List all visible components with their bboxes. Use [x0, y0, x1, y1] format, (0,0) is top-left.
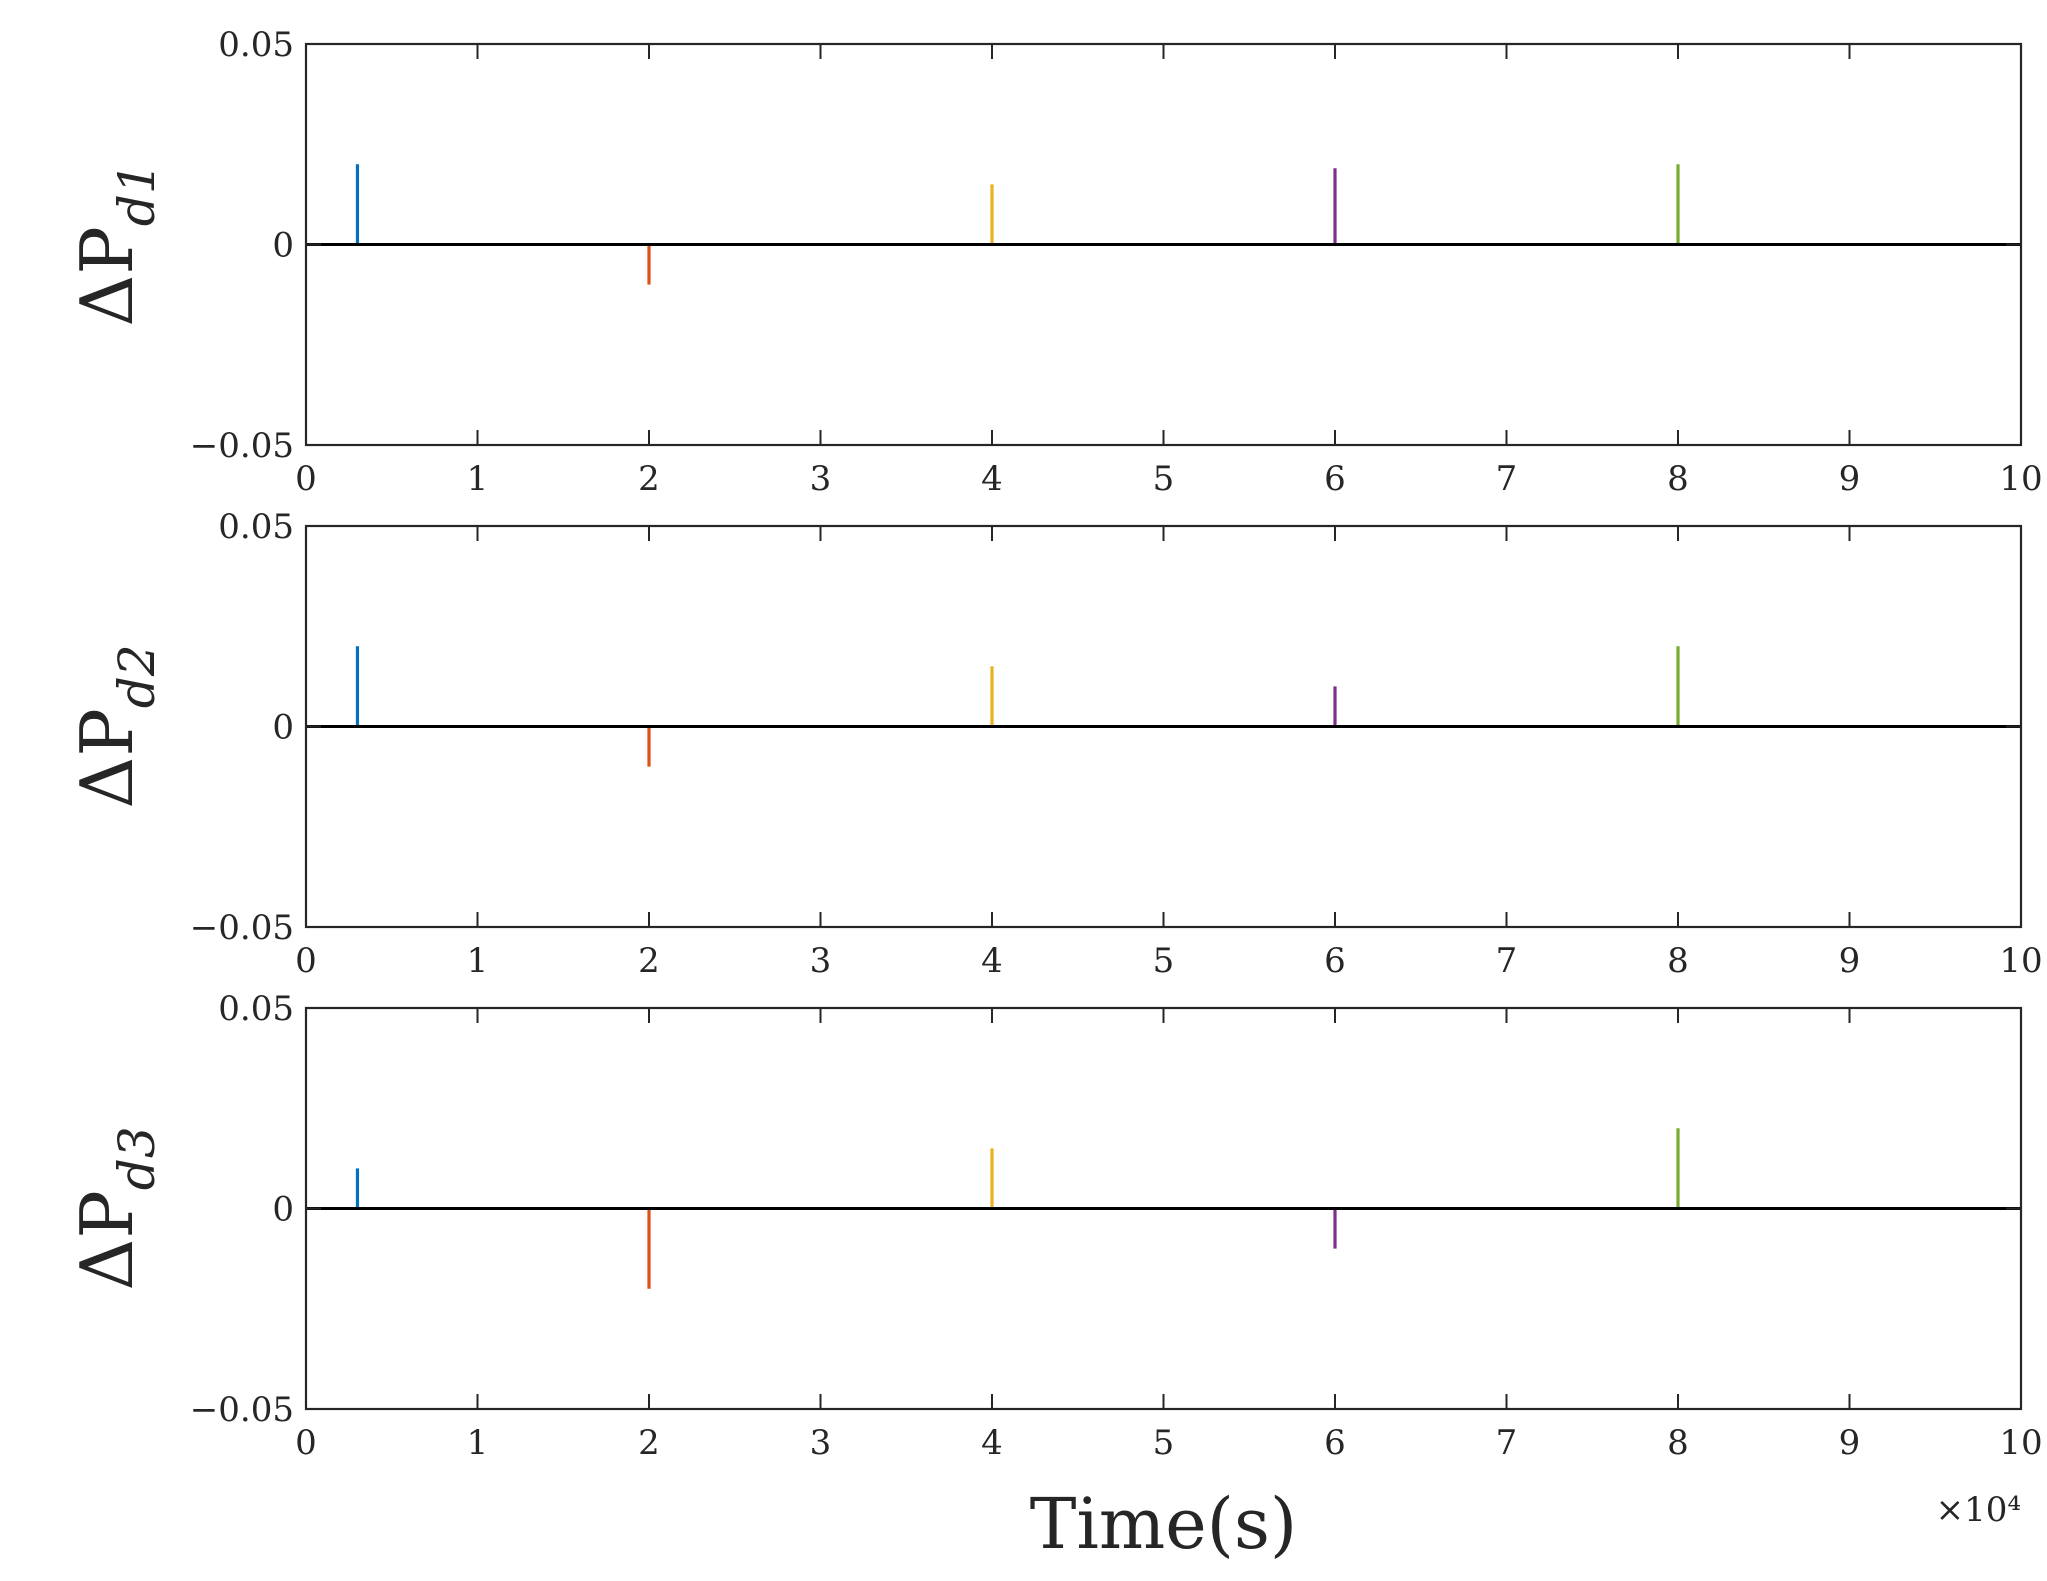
y-tick-label: 0 — [272, 1190, 294, 1230]
x-tick-label: 0 — [295, 941, 317, 981]
y-axis-label-main: ΔP — [65, 1190, 149, 1290]
y-axis-label-subscript: d3 — [108, 1126, 166, 1190]
x-tick-label: 7 — [1496, 1423, 1518, 1463]
x-tick-label: 4 — [981, 1423, 1003, 1463]
y-tick-label: −0.05 — [190, 426, 294, 466]
x-tick-label: 2 — [638, 459, 660, 499]
x-tick-label: 9 — [1839, 459, 1861, 499]
x-tick-label: 6 — [1324, 941, 1346, 981]
x-tick-label: 10 — [1999, 1423, 2042, 1463]
x-tick-label: 0 — [295, 459, 317, 499]
y-tick-label: −0.05 — [190, 908, 294, 948]
x-tick-label: 10 — [1999, 459, 2042, 499]
x-tick-label: 2 — [638, 941, 660, 981]
x-tick-label: 3 — [810, 459, 832, 499]
y-tick-label: 0 — [272, 226, 294, 266]
x-tick-label: 0 — [295, 1423, 317, 1463]
y-tick-label: 0.05 — [218, 507, 294, 547]
x-tick-label: 10 — [1999, 941, 2042, 981]
x-tick-label: 7 — [1496, 459, 1518, 499]
y-axis-label: ΔPd3 — [65, 1126, 166, 1290]
y-tick-label: 0.05 — [218, 25, 294, 65]
x-tick-label: 8 — [1667, 941, 1689, 981]
x-tick-label: 1 — [467, 941, 489, 981]
x-axis-label: Time(s) — [1030, 1483, 1297, 1565]
x-tick-label: 5 — [1153, 459, 1175, 499]
y-axis-label: ΔPd2 — [65, 644, 166, 808]
x-tick-label: 8 — [1667, 459, 1689, 499]
x-tick-label: 6 — [1324, 459, 1346, 499]
y-axis-label-subscript: d1 — [108, 162, 166, 226]
x-tick-label: 4 — [981, 941, 1003, 981]
x-exponent-label: ×10⁴ — [1936, 1490, 2021, 1530]
x-tick-label: 1 — [467, 1423, 489, 1463]
y-axis-label-main: ΔP — [65, 708, 149, 808]
x-tick-label: 3 — [810, 941, 832, 981]
y-tick-label: 0.05 — [218, 989, 294, 1029]
x-tick-label: 3 — [810, 1423, 832, 1463]
x-tick-label: 9 — [1839, 1423, 1861, 1463]
x-tick-label: 7 — [1496, 941, 1518, 981]
x-tick-label: 6 — [1324, 1423, 1346, 1463]
y-tick-label: −0.05 — [190, 1390, 294, 1430]
x-tick-label: 5 — [1153, 941, 1175, 981]
y-tick-label: 0 — [272, 708, 294, 748]
y-axis-label-subscript: d2 — [108, 644, 166, 708]
x-tick-label: 5 — [1153, 1423, 1175, 1463]
x-tick-label: 1 — [467, 459, 489, 499]
y-axis-label-main: ΔP — [65, 226, 149, 326]
x-tick-label: 4 — [981, 459, 1003, 499]
y-axis-label: ΔPd1 — [65, 162, 166, 326]
x-tick-label: 2 — [638, 1423, 660, 1463]
x-tick-label: 9 — [1839, 941, 1861, 981]
x-tick-label: 8 — [1667, 1423, 1689, 1463]
